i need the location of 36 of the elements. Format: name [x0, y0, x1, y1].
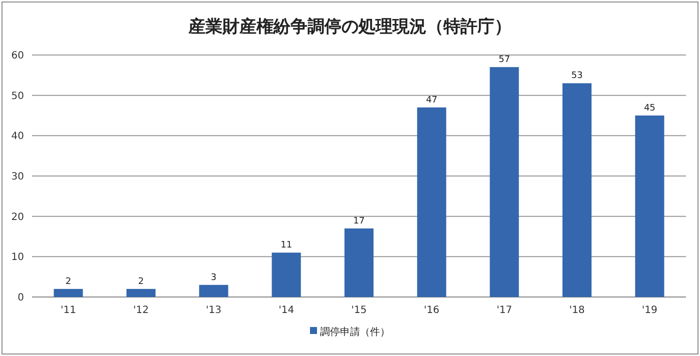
- x-tick-label: '14: [278, 305, 294, 316]
- data-label: 2: [65, 276, 72, 287]
- y-tick-label: 0: [18, 292, 24, 304]
- x-tick-label: '11: [60, 305, 76, 316]
- x-tick-label: '19: [642, 305, 658, 316]
- data-label: 2: [138, 276, 144, 287]
- bar: [344, 228, 374, 297]
- y-tick-label: 30: [11, 172, 24, 182]
- data-label: 3: [210, 272, 217, 283]
- data-label: 17: [353, 216, 365, 226]
- bar: [417, 107, 446, 297]
- x-tick-label: '16: [424, 305, 440, 316]
- x-tick-label: '15: [351, 305, 367, 316]
- y-tick-label: 60: [11, 50, 24, 62]
- bar: [126, 288, 156, 297]
- y-tick-label: 40: [11, 131, 24, 142]
- x-tick-label: '12: [133, 305, 149, 316]
- bar: [490, 67, 519, 297]
- bar: [635, 116, 664, 297]
- data-label: 11: [280, 240, 292, 251]
- legend-label: 調停申請（件）: [320, 326, 390, 338]
- data-label: 47: [426, 95, 438, 106]
- chart-title: 産業財産権紛争調停の処理現況（特許庁）: [188, 17, 512, 37]
- y-tick-label: 50: [11, 90, 24, 102]
- data-label: 45: [644, 104, 656, 114]
- bar: [199, 284, 228, 297]
- bar: [54, 288, 83, 297]
- bar: [562, 83, 592, 297]
- x-tick-label: '13: [206, 305, 222, 316]
- x-tick-label: '17: [496, 305, 512, 316]
- data-label: 57: [498, 55, 510, 66]
- y-tick-label: 10: [11, 252, 24, 264]
- data-label: 53: [571, 71, 583, 82]
- y-tick-label: 20: [11, 212, 24, 223]
- bar: [272, 252, 301, 297]
- x-tick-label: '18: [569, 305, 585, 316]
